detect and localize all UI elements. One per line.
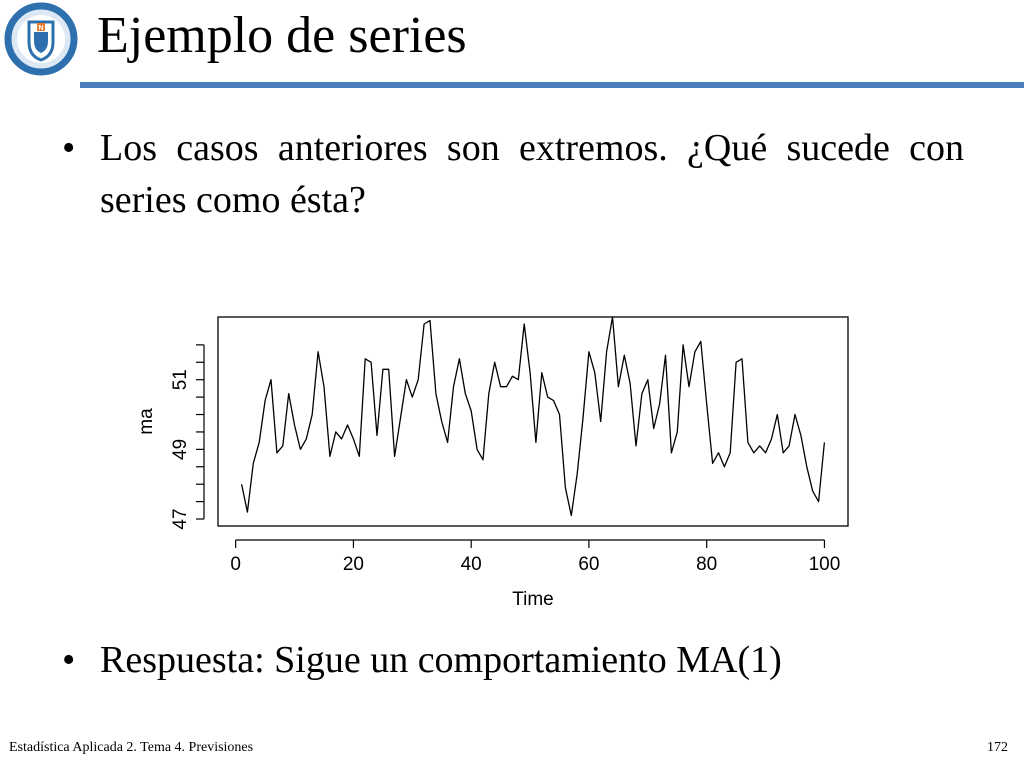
bullet-marker: • — [62, 127, 76, 169]
title-underline — [80, 82, 1024, 88]
x-axis-label: Time — [512, 589, 554, 610]
bullet-item-2: • Respuesta: Sigue un comportamiento MA(… — [62, 634, 964, 686]
x-tick-label: 100 — [809, 554, 841, 575]
footer-course: Estadística Aplicada 2. Tema 4. Previsio… — [9, 740, 254, 755]
x-tick-label: 80 — [696, 554, 717, 575]
y-tick-label: 49 — [170, 439, 191, 460]
y-tick-label: 51 — [170, 369, 191, 390]
x-tick-label: 60 — [578, 554, 599, 575]
footer-page-number: 172 — [987, 740, 1008, 755]
series-line — [240, 316, 826, 517]
bullet-marker: • — [62, 639, 76, 681]
university-logo: N — [4, 2, 78, 76]
x-tick-label: 20 — [343, 554, 364, 575]
slide-title: Ejemplo de series — [97, 7, 467, 64]
y-tick-label: 47 — [170, 508, 191, 529]
x-tick-label: 0 — [230, 554, 241, 575]
bullet-text: Respuesta: Sigue un comportamiento MA(1) — [100, 639, 782, 681]
plot-frame — [217, 316, 849, 527]
y-axis-label: ma — [136, 408, 157, 435]
bullet-text: Los casos anteriores son extremos. ¿Qué … — [100, 127, 964, 221]
logo-letter: N — [38, 25, 43, 32]
time-series-chart: 0 20 40 60 80 100 Time 47 49 51 ma — [136, 316, 849, 610]
bullet-item-1: • Los casos anteriores son extremos. ¿Qu… — [62, 122, 964, 226]
x-tick-label: 40 — [461, 554, 482, 575]
